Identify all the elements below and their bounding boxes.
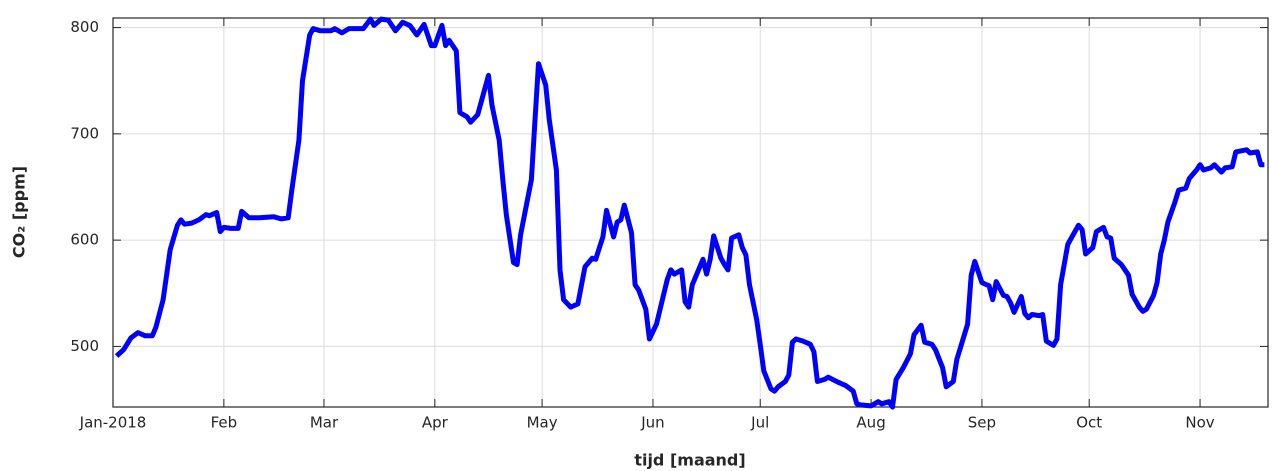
x-tick-label: Jun [640, 414, 664, 432]
y-tick-label: 500 [70, 337, 99, 355]
x-tick-label: Feb [211, 414, 238, 432]
x-tick-label: Sep [968, 414, 996, 432]
y-tick-label: 600 [70, 231, 99, 249]
y-tick-label: 800 [70, 18, 99, 36]
y-tick-label: 700 [70, 124, 99, 142]
x-axis-label: tijd [maand] [634, 451, 745, 470]
x-tick-label: Oct [1076, 414, 1102, 432]
x-tick-label: Nov [1185, 414, 1214, 432]
x-tick-label: Jul [750, 414, 769, 432]
y-axis-label: CO₂ [ppm] [10, 166, 29, 258]
x-tick-label: May [527, 414, 558, 432]
x-tick-label: Aug [856, 414, 885, 432]
x-tick-label: Jan-2018 [79, 414, 147, 432]
data-line [114, 16, 1265, 410]
x-tick-label: Mar [310, 414, 339, 432]
x-tick-label: Apr [422, 414, 449, 432]
plot-frame [112, 17, 1269, 408]
